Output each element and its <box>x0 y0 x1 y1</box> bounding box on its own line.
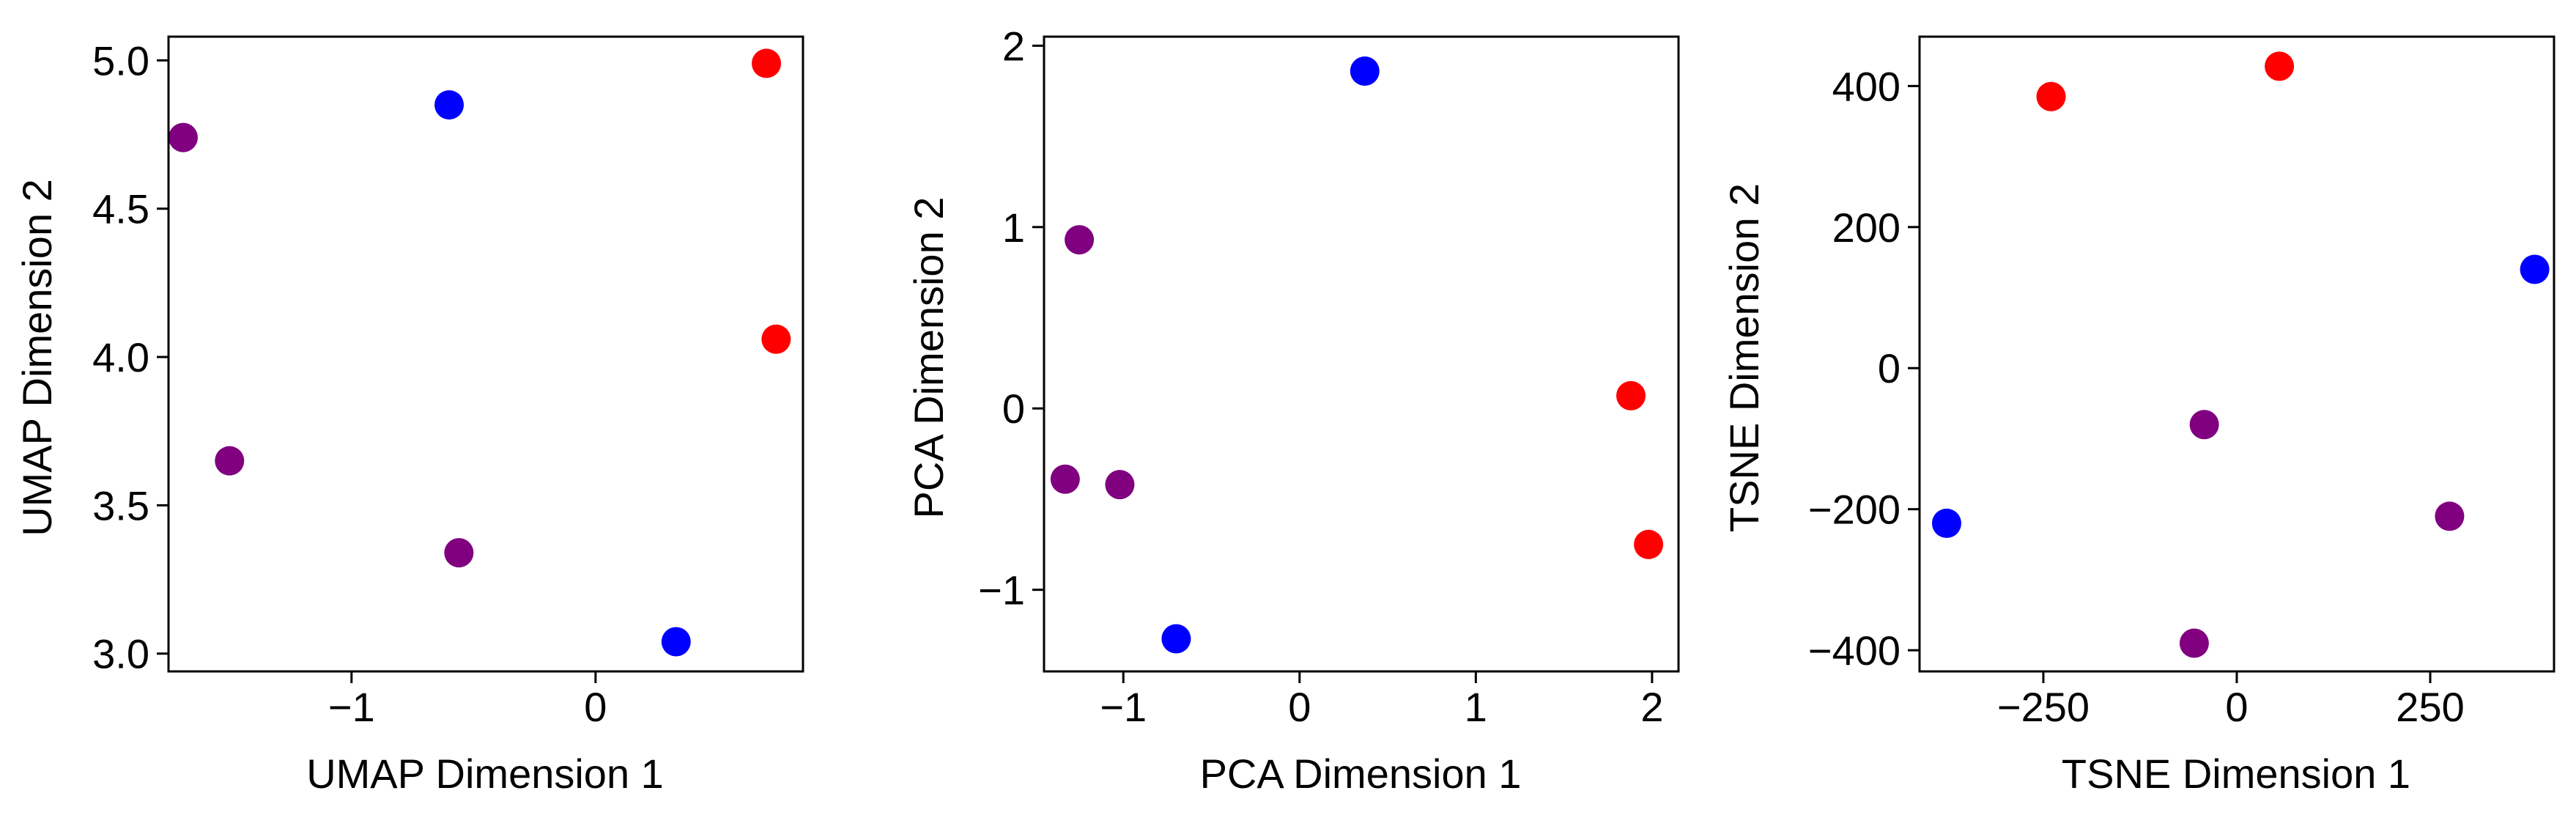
tsne-xtick-label: 250 <box>2396 684 2464 730</box>
umap-point-7 <box>444 538 474 568</box>
umap-xtick-label: −1 <box>328 684 375 730</box>
umap-ytick-label: 3.0 <box>92 631 149 677</box>
umap-ytick-label: 4.5 <box>92 186 149 232</box>
umap-point-3 <box>434 90 465 120</box>
tsne-xlabel: TSNE Dimension 1 <box>2062 751 2410 797</box>
tsne-point-6 <box>2435 501 2465 531</box>
tsne-ytick-label: 0 <box>1878 345 1900 391</box>
tsne-ytick-label: 200 <box>1832 204 1900 251</box>
tsne-point-1 <box>2036 81 2066 111</box>
umap-point-4 <box>661 627 691 657</box>
pca-xtick-label: 1 <box>1465 684 1487 730</box>
umap-point-6 <box>215 446 245 476</box>
pca-point-6 <box>1050 464 1080 494</box>
pca-xtick-label: −1 <box>1100 684 1147 730</box>
pca-xtick-label: 2 <box>1640 684 1663 730</box>
pca-point-2 <box>1634 529 1664 559</box>
pca-xlabel: PCA Dimension 1 <box>1200 751 1522 797</box>
pca-ytick-label: 0 <box>1002 386 1025 432</box>
tsne-xtick-label: −250 <box>1997 684 2090 730</box>
pca-ytick-label: −1 <box>978 567 1025 614</box>
pca-ylabel: PCA Dimension 2 <box>906 197 952 519</box>
umap-ylabel: UMAP Dimension 2 <box>14 179 60 537</box>
umap-ytick-label: 3.5 <box>92 482 149 528</box>
tsne-axes-frame <box>1918 35 2555 673</box>
pca-xtick-label: 0 <box>1288 684 1311 730</box>
panel-tsne: TSNE Dimension 1 TSNE Dimension 2 −250 0 2… <box>1721 35 2555 797</box>
pca-ytick-label: 2 <box>1002 23 1025 69</box>
tsne-xtick-label: 0 <box>2225 684 2248 730</box>
tsne-ytick-label: −200 <box>1808 487 1900 533</box>
pca-point-3 <box>1350 56 1380 86</box>
tsne-point-2 <box>2265 51 2295 81</box>
pca-point-5 <box>1065 225 1095 255</box>
umap-xtick-label: 0 <box>584 684 607 730</box>
pca-point-4 <box>1161 624 1191 654</box>
pca-ytick-label: 1 <box>1002 204 1025 251</box>
tsne-ytick-label: 400 <box>1832 63 1900 109</box>
pca-axes-frame <box>1043 35 1680 673</box>
tsne-ylabel: TSNE Dimension 2 <box>1721 183 1767 532</box>
umap-point-1 <box>752 48 782 78</box>
pca-point-1 <box>1616 380 1646 410</box>
tsne-point-3 <box>2520 254 2550 284</box>
umap-point-2 <box>761 324 791 354</box>
panel-pca: PCA Dimension 1 PCA Dimension 2 −1 0 1 2 −1 0… <box>906 23 1680 797</box>
panel-umap: UMAP Dimension 1 UMAP Dimension 2 −1 0 3.0… <box>14 35 804 797</box>
umap-axes-frame <box>167 35 804 673</box>
pca-point-7 <box>1105 470 1135 500</box>
tsne-point-5 <box>2189 410 2219 440</box>
tsne-point-4 <box>1931 508 1961 538</box>
umap-xlabel: UMAP Dimension 1 <box>306 751 664 797</box>
tsne-ytick-label: −400 <box>1808 627 1900 674</box>
umap-ytick-label: 4.0 <box>92 334 149 380</box>
tsne-point-7 <box>2179 628 2209 658</box>
umap-ytick-label: 5.0 <box>92 37 149 84</box>
umap-point-5 <box>168 122 198 152</box>
